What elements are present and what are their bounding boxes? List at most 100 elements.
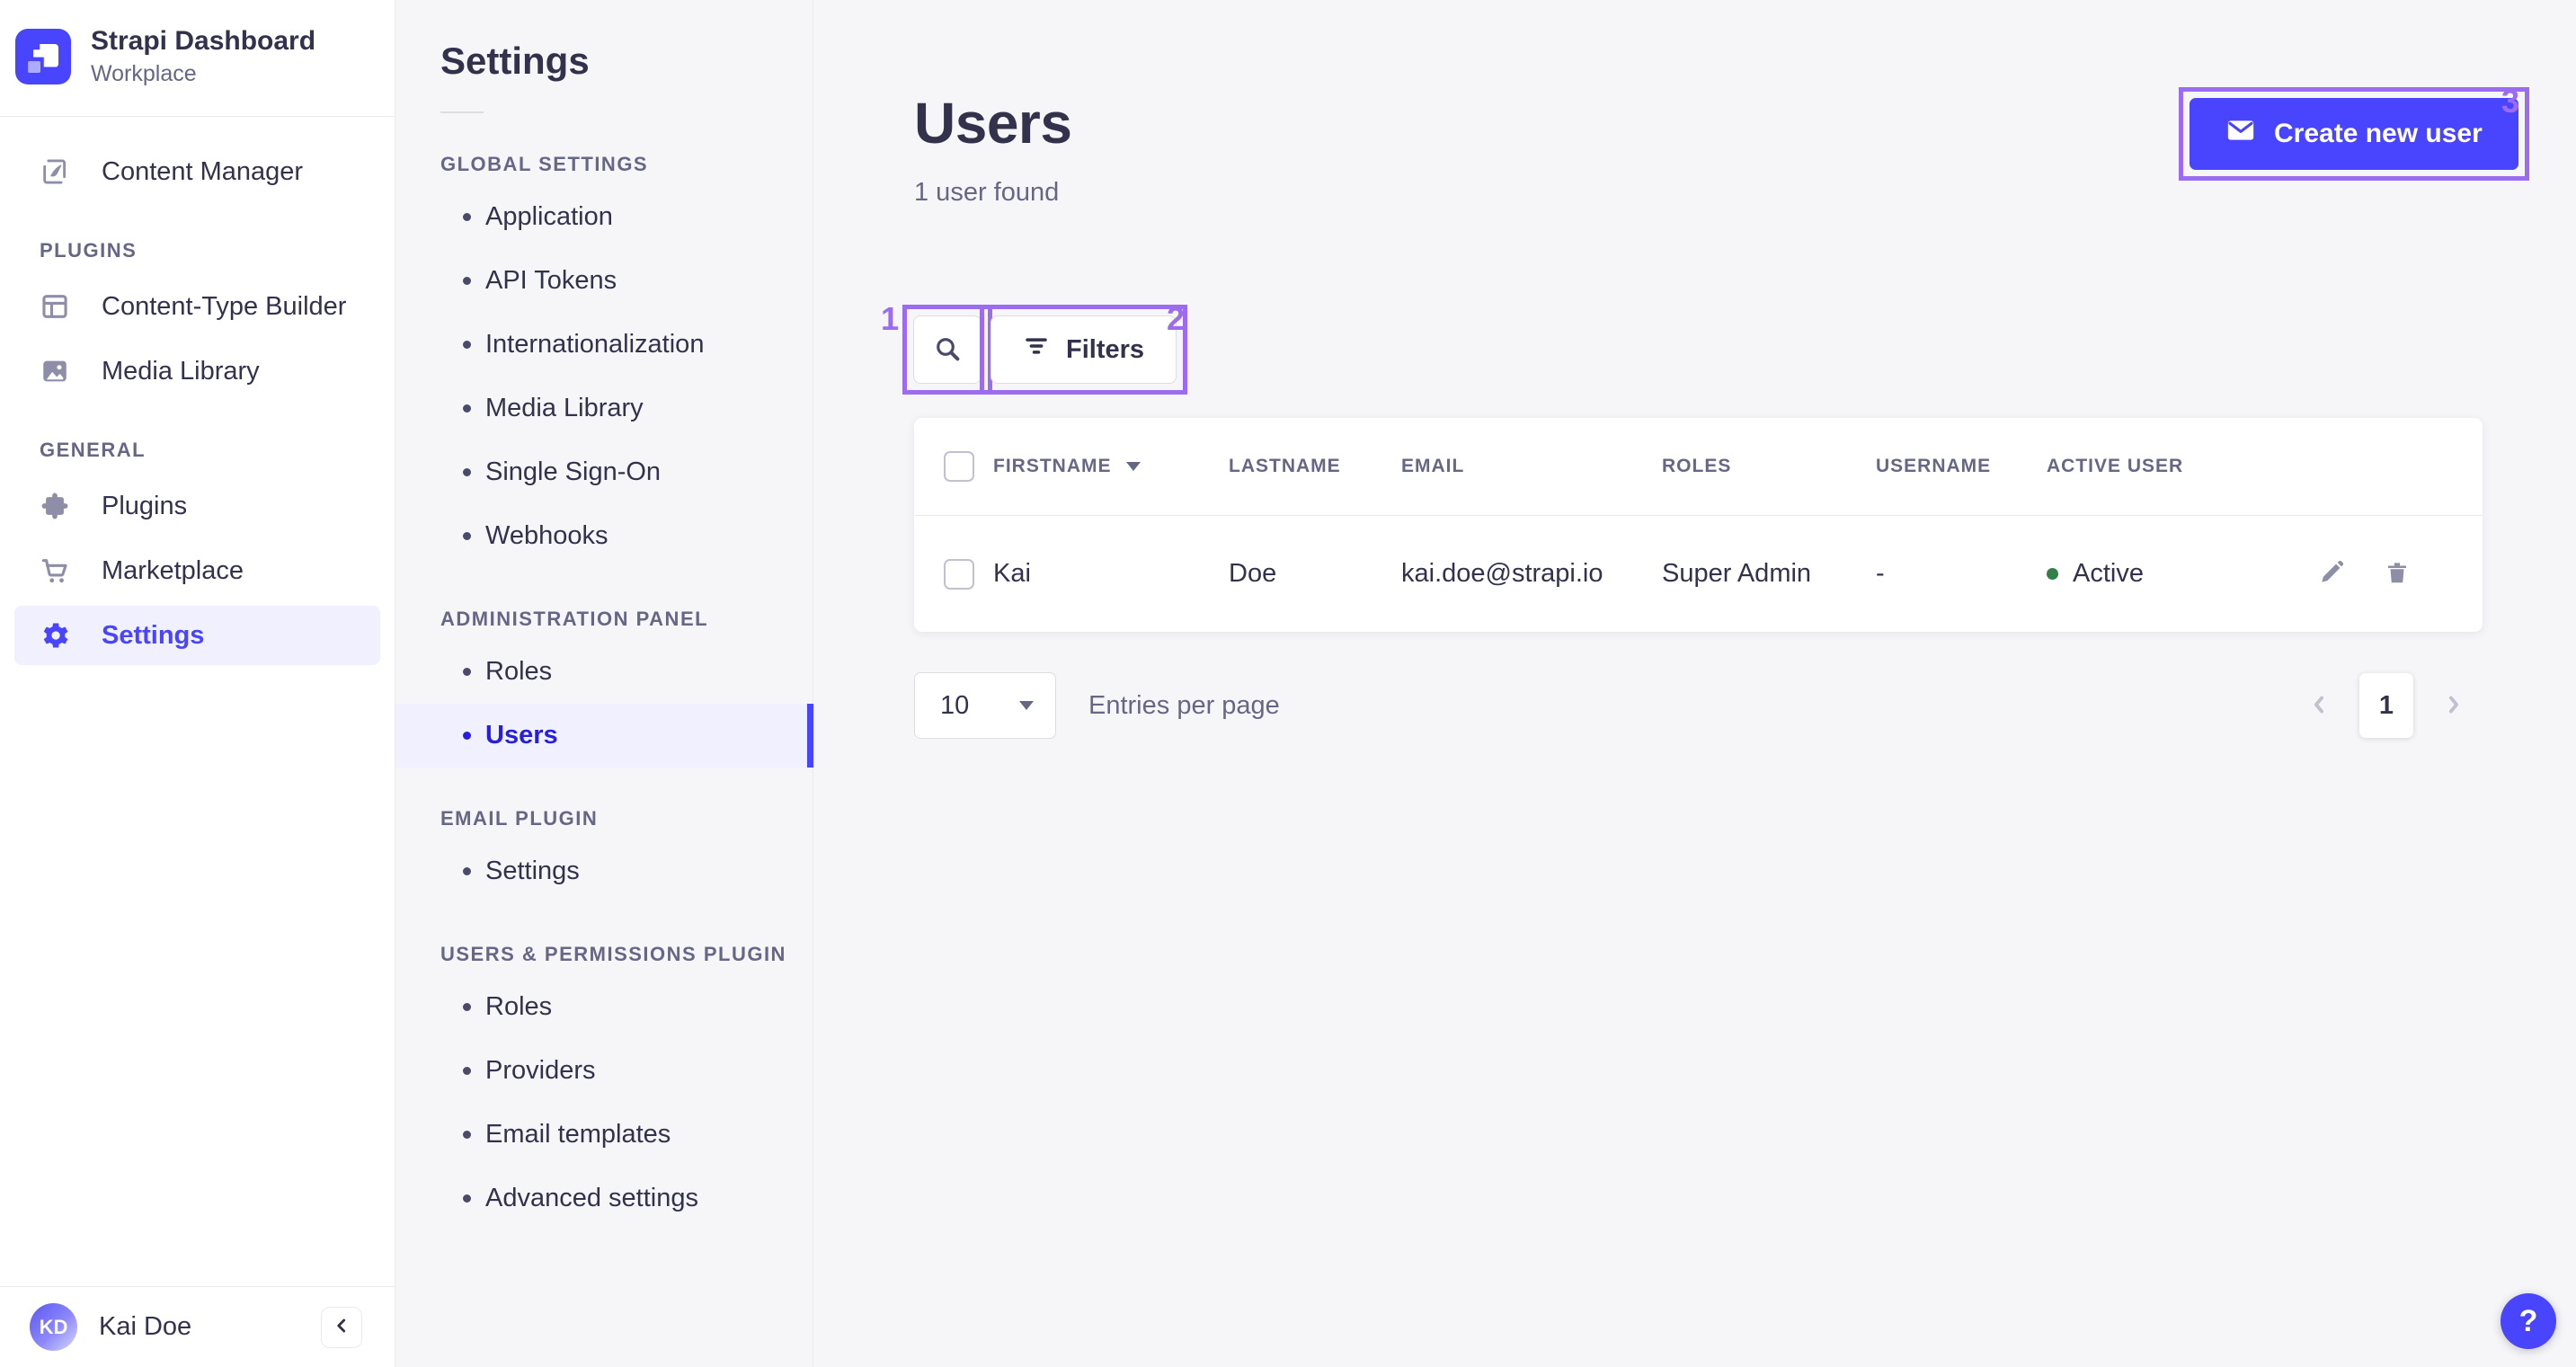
puzzle-icon	[39, 490, 71, 522]
users-table: FIRSTNAME LASTNAME EMAIL ROLES USERNAME …	[914, 418, 2483, 632]
bullet-icon	[463, 732, 471, 740]
subnav-item-single-sign-on[interactable]: Single Sign-On	[395, 440, 813, 504]
chevron-left-icon	[330, 1314, 353, 1340]
column-header-lastname[interactable]: LASTNAME	[1229, 456, 1341, 476]
sidebar-item-media-library[interactable]: Media Library	[14, 342, 380, 401]
page-number-1[interactable]: 1	[2359, 673, 2413, 738]
table-header-row: FIRSTNAME LASTNAME EMAIL ROLES USERNAME …	[914, 418, 2483, 515]
sidebar-section-header-general: GENERAL	[40, 439, 147, 461]
column-header-active-user[interactable]: ACTIVE USER	[2047, 456, 2184, 476]
bullet-icon	[463, 404, 471, 413]
subnav-item-api-tokens[interactable]: API Tokens	[395, 249, 813, 313]
sidebar-item-content-manager[interactable]: Content Manager	[14, 142, 380, 201]
annotation-label-3: 3	[2501, 83, 2520, 120]
bullet-icon	[463, 1131, 471, 1139]
subnav-title: Settings	[440, 40, 590, 82]
chevron-left-icon	[2305, 691, 2332, 721]
edit-user-button[interactable]	[2317, 558, 2346, 590]
subnav-item-webhooks[interactable]: Webhooks	[395, 504, 813, 568]
bullet-icon	[463, 277, 471, 285]
sidebar-item-content-type-builder[interactable]: Content-Type Builder	[14, 277, 380, 336]
sidebar-item-marketplace[interactable]: Marketplace	[14, 541, 380, 600]
annotation-label-1: 1	[881, 300, 900, 337]
brand: Strapi Dashboard Workplace	[0, 0, 395, 116]
image-icon	[39, 355, 71, 387]
subnav-section-email-plugin: EMAIL PLUGIN	[440, 807, 599, 830]
sidebar-item-label: Settings	[102, 620, 205, 650]
subnav-item-providers[interactable]: Providers	[395, 1039, 813, 1103]
strapi-logo-icon	[15, 28, 71, 84]
filter-icon	[1023, 333, 1050, 367]
bullet-icon	[463, 213, 471, 221]
subnav-divider	[440, 111, 484, 113]
bullet-icon	[463, 1067, 471, 1075]
subnav-item-email-templates[interactable]: Email templates	[395, 1103, 813, 1167]
avatar[interactable]: KD	[30, 1303, 77, 1351]
search-button[interactable]	[913, 315, 982, 384]
column-header-username[interactable]: USERNAME	[1876, 456, 1992, 476]
previous-page-button[interactable]	[2305, 691, 2332, 721]
annotation-box-3: Create new user	[2179, 87, 2529, 181]
pencil-icon	[2317, 558, 2346, 590]
cell-active-status: Active	[2047, 559, 2253, 589]
subnav-item-admin-roles[interactable]: Roles	[395, 640, 813, 704]
page-size-controls: 10 Entries per page	[914, 672, 1280, 739]
envelope-icon	[2225, 115, 2256, 153]
page-size-value: 10	[940, 690, 970, 720]
subnav-item-internationalization[interactable]: Internationalization	[395, 313, 813, 377]
delete-user-button[interactable]	[2384, 559, 2411, 589]
entries-per-page-label: Entries per page	[1088, 690, 1280, 720]
chevron-down-icon	[1019, 701, 1034, 710]
subnav-item-admin-users[interactable]: Users	[395, 704, 813, 768]
subnav-item-up-roles[interactable]: Roles	[395, 975, 813, 1039]
annotation-box-1	[902, 305, 992, 395]
column-header-roles[interactable]: ROLES	[1662, 456, 1732, 476]
layout-icon	[39, 290, 71, 323]
active-status-dot	[2047, 568, 2058, 580]
help-button[interactable]: ?	[2500, 1293, 2556, 1349]
subnav-item-advanced-settings[interactable]: Advanced settings	[395, 1167, 813, 1230]
cell-lastname: Doe	[1229, 559, 1277, 588]
subnav-item-media-library[interactable]: Media Library	[395, 377, 813, 440]
trash-icon	[2384, 559, 2411, 589]
filters-label: Filters	[1066, 334, 1145, 364]
create-new-user-button[interactable]: Create new user	[2190, 98, 2518, 170]
next-page-button[interactable]	[2440, 691, 2467, 721]
bullet-icon	[463, 532, 471, 540]
user-name: Kai Doe	[99, 1312, 192, 1341]
annotation-label-2: 2	[1167, 300, 1186, 337]
cell-firstname: Kai	[993, 559, 1031, 588]
column-header-firstname[interactable]: FIRSTNAME	[993, 456, 1229, 477]
table-row[interactable]: Kai Doe kai.doe@strapi.io Super Admin - …	[914, 515, 2483, 632]
feather-icon	[39, 155, 71, 188]
collapse-sidebar-button[interactable]	[321, 1306, 362, 1348]
main-content: Users 1 user found Create new user 3 1	[813, 0, 2576, 1367]
subnav-item-email-settings[interactable]: Settings	[395, 839, 813, 903]
cell-roles: Super Admin	[1662, 559, 1812, 588]
filters-button[interactable]: Filters	[990, 315, 1177, 384]
page-title: Users	[914, 91, 1072, 155]
sidebar-item-label: Content-Type Builder	[102, 291, 347, 321]
page-size-select[interactable]: 10	[914, 672, 1056, 739]
search-icon	[933, 334, 962, 366]
sidebar-item-label: Media Library	[102, 356, 260, 386]
gear-icon	[39, 619, 71, 652]
select-all-checkbox[interactable]	[944, 451, 974, 482]
sidebar-item-plugins[interactable]: Plugins	[14, 476, 380, 536]
sidebar-item-settings[interactable]: Settings	[14, 606, 380, 665]
bullet-icon	[463, 468, 471, 476]
sidebar-item-label: Plugins	[102, 491, 188, 520]
subnav-item-application[interactable]: Application	[395, 185, 813, 249]
annotation-box-2: Filters	[980, 305, 1188, 395]
column-header-email[interactable]: EMAIL	[1401, 456, 1465, 476]
sidebar-section-header-plugins: PLUGINS	[40, 239, 138, 262]
sidebar-footer: KD Kai Doe	[0, 1286, 395, 1367]
row-checkbox[interactable]	[944, 558, 974, 590]
cart-icon	[39, 555, 71, 587]
chevron-right-icon	[2440, 691, 2467, 721]
sidebar-nav: Content Manager PLUGINS Content-Type Bui…	[0, 142, 395, 670]
create-new-user-label: Create new user	[2274, 119, 2483, 148]
cell-email: kai.doe@strapi.io	[1401, 559, 1603, 588]
sidebar-item-label: Content Manager	[102, 156, 304, 186]
settings-subnav: Settings GLOBAL SETTINGS Application API…	[395, 0, 813, 1367]
